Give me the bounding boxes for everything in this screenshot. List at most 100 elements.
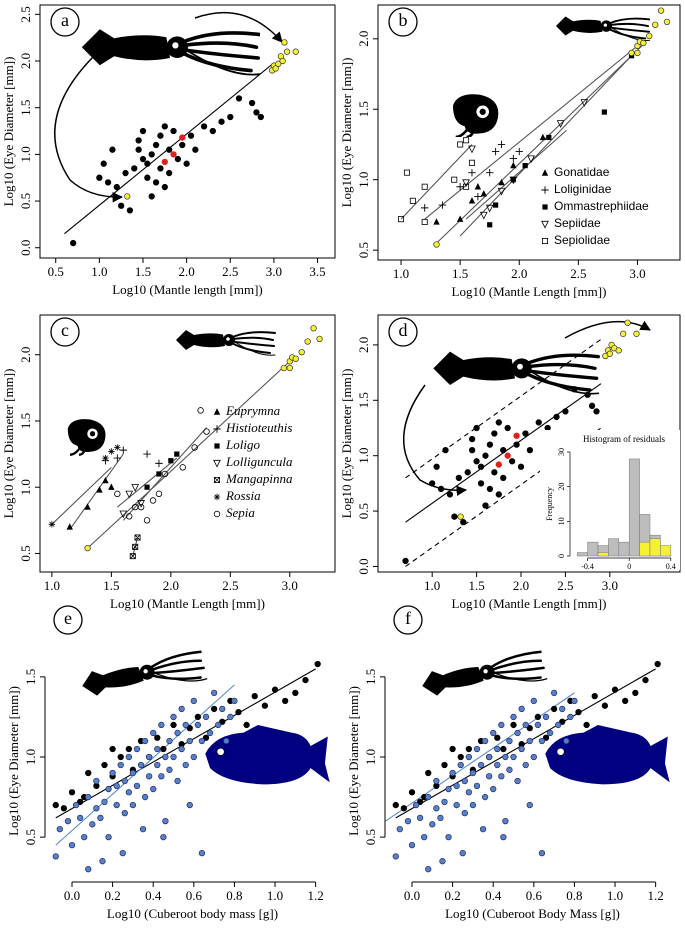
- x-tick-label: 3.0: [602, 578, 618, 593]
- point: [129, 801, 137, 809]
- point: [76, 798, 84, 806]
- point: [144, 160, 151, 167]
- point: [518, 705, 525, 713]
- point: [102, 476, 109, 484]
- point: [601, 109, 607, 115]
- point: [186, 801, 193, 809]
- point: [182, 761, 189, 769]
- legend-label: Sepia: [226, 505, 255, 520]
- point: [156, 471, 162, 477]
- point: [162, 753, 169, 761]
- inset-title: Histogram of residuals: [583, 434, 665, 444]
- point: [202, 713, 210, 721]
- point: [433, 805, 440, 812]
- point: [510, 161, 517, 169]
- point: [85, 866, 92, 873]
- point: [85, 769, 92, 777]
- point: [85, 793, 92, 801]
- point: [109, 769, 116, 777]
- point: [298, 348, 305, 356]
- point: [198, 737, 206, 745]
- point: [459, 850, 466, 857]
- point: [633, 330, 640, 337]
- point: [126, 207, 134, 214]
- x-tick-label: 1.0: [267, 888, 283, 903]
- histogram-bar: [628, 458, 640, 557]
- point: [133, 782, 141, 789]
- point: [465, 753, 473, 761]
- point: [190, 697, 197, 705]
- point: [166, 169, 173, 177]
- point: [535, 419, 542, 426]
- point: [522, 721, 529, 729]
- y-tick-label: 2.0: [356, 337, 371, 353]
- point: [279, 57, 286, 65]
- point: [272, 65, 279, 72]
- point: [490, 729, 497, 737]
- legend-marker: [213, 425, 221, 433]
- point: [206, 729, 214, 737]
- point: [497, 187, 506, 196]
- point: [84, 503, 91, 510]
- point: [515, 147, 523, 156]
- point: [469, 446, 476, 454]
- point: [495, 419, 502, 426]
- point: [96, 486, 103, 493]
- histogram-bar: [649, 538, 661, 557]
- point: [646, 32, 653, 40]
- y-axis-label: Log10 (Eye Diameter [mm]): [339, 58, 354, 208]
- point: [456, 215, 464, 222]
- point: [486, 753, 493, 761]
- point: [495, 461, 502, 468]
- illustrations: [54, 11, 670, 785]
- point: [498, 773, 505, 780]
- point: [495, 491, 502, 498]
- fit-line: [51, 466, 112, 525]
- point: [392, 853, 399, 860]
- x-tick-label: 2.5: [570, 266, 586, 281]
- point: [154, 745, 161, 753]
- point: [517, 463, 525, 470]
- point: [118, 202, 125, 209]
- point: [105, 785, 112, 793]
- point: [119, 510, 128, 519]
- point: [170, 713, 177, 721]
- point: [464, 469, 471, 476]
- point: [583, 721, 590, 729]
- point: [248, 99, 256, 107]
- point: [469, 801, 477, 809]
- point: [70, 239, 77, 247]
- point: [442, 446, 449, 454]
- point: [48, 521, 56, 528]
- point: [144, 484, 150, 490]
- point: [135, 137, 142, 144]
- y-tick-label: 2.5: [18, 6, 33, 22]
- point: [485, 204, 494, 213]
- point: [481, 793, 489, 801]
- point: [500, 745, 507, 753]
- point: [108, 448, 115, 455]
- point: [559, 718, 566, 725]
- point: [101, 798, 108, 806]
- point: [510, 713, 517, 721]
- point: [652, 21, 659, 28]
- point: [99, 858, 106, 865]
- point: [593, 408, 600, 415]
- inset-y-tick-label: 10: [557, 517, 566, 525]
- point: [158, 773, 165, 780]
- point: [429, 821, 436, 828]
- x-tick-label: 0.0: [404, 888, 420, 903]
- point: [210, 689, 218, 697]
- point: [457, 753, 464, 761]
- fit-line: [385, 692, 575, 822]
- histogram-bar: [608, 538, 620, 557]
- x-tick-label: 1.5: [135, 264, 151, 279]
- point: [186, 724, 193, 732]
- inset-y-tick-label: 30: [557, 448, 566, 456]
- point: [64, 817, 72, 825]
- point: [160, 833, 167, 841]
- point: [562, 408, 569, 415]
- x-tick-label: 1.5: [468, 578, 484, 593]
- x-axis-label: Log10 (Mantle Length [mm]): [110, 596, 265, 611]
